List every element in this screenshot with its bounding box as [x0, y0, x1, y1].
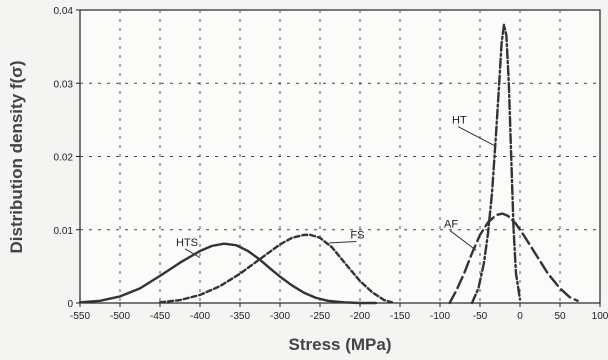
annotation-label-af: AF [444, 219, 458, 231]
y-axis-ticks: 0 0.01 0.02 0.03 0.04 [54, 6, 80, 310]
y-tick-label: 0.04 [54, 6, 74, 17]
x-tick-label: -200 [350, 311, 370, 322]
annotation-leader-af [449, 230, 477, 251]
grid [80, 10, 600, 303]
x-tick-label: -100 [430, 311, 450, 322]
annotation-leader-hts [184, 248, 201, 259]
annotation-layer: HTS FS AF HT [176, 115, 495, 259]
x-tick-label: -50 [473, 311, 488, 322]
y-tick-label: 0.03 [54, 79, 74, 90]
annotation-leader-fs [329, 241, 357, 244]
x-tick-label: 50 [554, 311, 566, 322]
y-tick-label: 0.01 [54, 226, 74, 237]
x-tick-label: 100 [592, 311, 608, 322]
x-axis-ticks: -550 -500 -450 -400 -350 -300 -250 -200 -150 -100… [70, 303, 608, 322]
x-tick-label: -150 [390, 311, 410, 322]
annotation-label-ht: HT [452, 115, 467, 127]
series-line-hts [78, 242, 378, 305]
x-tick-label: 0 [517, 311, 523, 322]
y-axis-title: Distribution density f(σ) [7, 61, 26, 254]
annotation-label-fs: FS [350, 230, 364, 242]
y-tick-label: 0.02 [54, 153, 74, 164]
y-tick-label: 0 [67, 299, 73, 310]
x-tick-label: -450 [150, 311, 170, 322]
annotation-leader-ht [457, 126, 495, 146]
x-tick-label: -250 [310, 311, 330, 322]
x-tick-label: -300 [270, 311, 290, 322]
x-tick-label: -350 [230, 311, 250, 322]
x-tick-label: -400 [190, 311, 210, 322]
x-tick-label: -500 [110, 311, 130, 322]
x-axis-title: Stress (MPa) [289, 335, 392, 354]
series-line-fs [158, 233, 394, 304]
series-line-af [448, 212, 579, 305]
series-line-ht [470, 23, 522, 305]
series-layer [78, 23, 579, 305]
annotation-label-hts: HTS [176, 237, 198, 249]
x-tick-label: -550 [70, 311, 90, 322]
